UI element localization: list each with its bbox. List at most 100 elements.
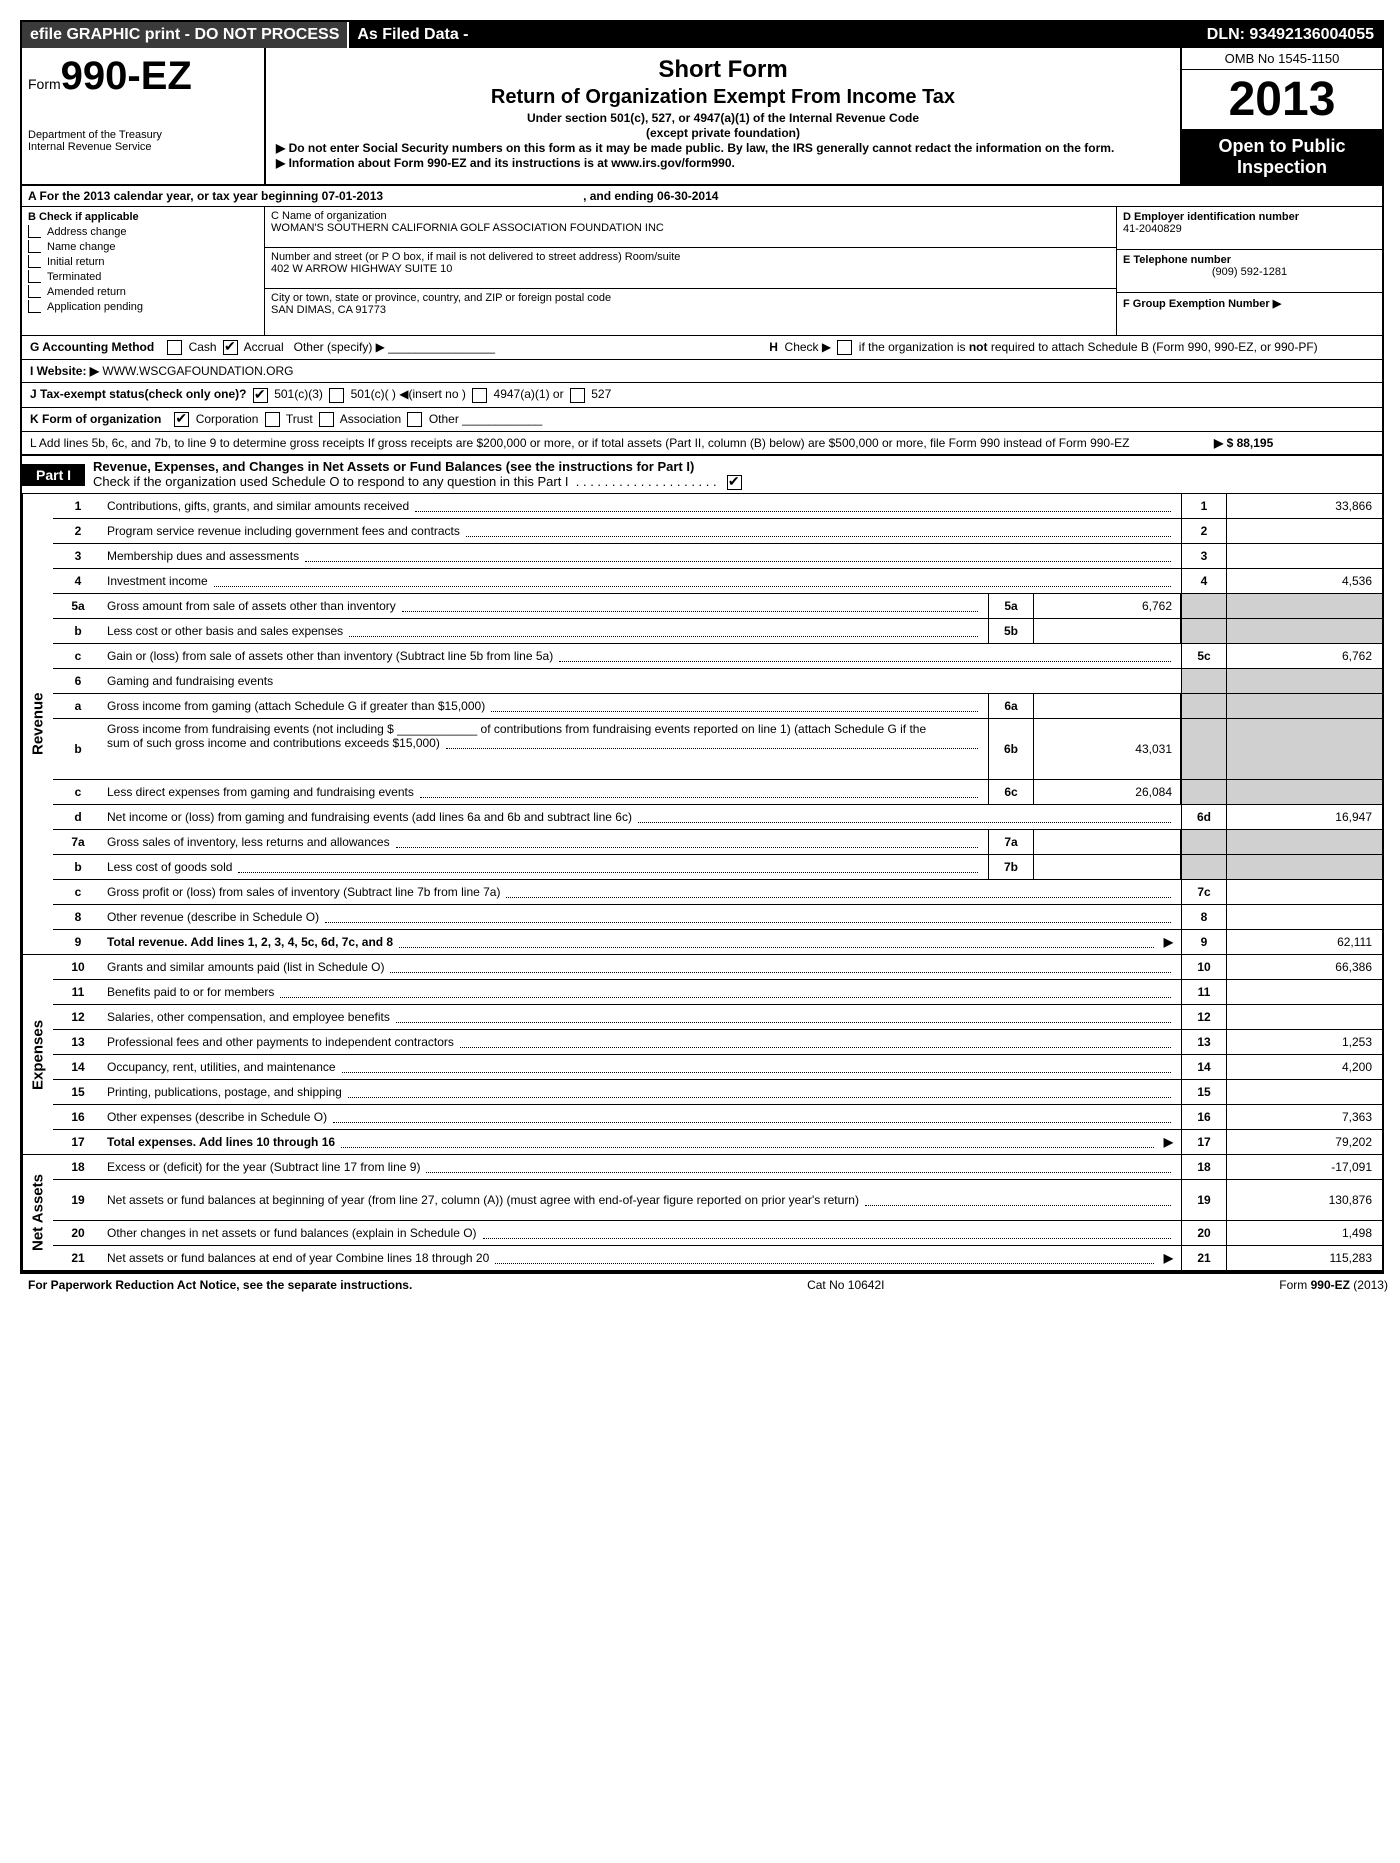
- line-6b: b Gross income from fundraising events (…: [53, 719, 1382, 780]
- line-5c: c Gain or (loss) from sale of assets oth…: [53, 644, 1382, 669]
- chk-address-change[interactable]: Address change: [28, 225, 258, 238]
- line-desc-2: sum of such gross income and contributio…: [107, 736, 440, 750]
- chk-assoc[interactable]: [319, 412, 334, 427]
- chk-trust[interactable]: [265, 412, 280, 427]
- org-addr-label: Number and street (or P O box, if mail i…: [271, 251, 1110, 263]
- chk-527[interactable]: [570, 388, 585, 403]
- end-val: [1226, 519, 1382, 543]
- col-c: C Name of organization WOMAN'S SOUTHERN …: [265, 207, 1116, 335]
- chk-initial-return[interactable]: Initial return: [28, 255, 258, 268]
- end-val-grey: [1226, 669, 1382, 693]
- line-text: Occupancy, rent, utilities, and maintena…: [103, 1055, 1181, 1079]
- line-num: 19: [53, 1180, 103, 1220]
- chk-501c3[interactable]: [253, 388, 268, 403]
- dots: [238, 862, 978, 873]
- line-desc: Excess or (deficit) for the year (Subtra…: [107, 1160, 420, 1174]
- line-num: c: [53, 880, 103, 904]
- dots: [460, 1037, 1171, 1048]
- mid-num: 6b: [988, 719, 1034, 779]
- line-text: Total expenses. Add lines 10 through 16▶: [103, 1130, 1181, 1154]
- dots: [559, 651, 1171, 662]
- chk-app-pending[interactable]: Application pending: [28, 300, 258, 313]
- chk-amended[interactable]: Amended return: [28, 285, 258, 298]
- line-text: Benefits paid to or for members: [103, 980, 1181, 1004]
- line-desc: Investment income: [107, 574, 208, 588]
- line-text: Salaries, other compensation, and employ…: [103, 1005, 1181, 1029]
- part1-title-text: Revenue, Expenses, and Changes in Net As…: [93, 459, 694, 474]
- line-num: 16: [53, 1105, 103, 1129]
- org-city-label: City or town, state or province, country…: [271, 292, 1110, 304]
- chk-name-change[interactable]: Name change: [28, 240, 258, 253]
- end-val: 1,498: [1226, 1221, 1382, 1245]
- group-exempt-row: F Group Exemption Number ▶: [1117, 293, 1382, 335]
- chk-schedule-b[interactable]: [837, 340, 852, 355]
- line-desc: Gross sales of inventory, less returns a…: [107, 835, 390, 849]
- line-15: 15 Printing, publications, postage, and …: [53, 1080, 1382, 1105]
- line-text: Investment income: [103, 569, 1181, 593]
- line-text: Other changes in net assets or fund bala…: [103, 1221, 1181, 1245]
- chk-terminated[interactable]: Terminated: [28, 270, 258, 283]
- line-3: 3 Membership dues and assessments 3: [53, 544, 1382, 569]
- chk-other[interactable]: [407, 412, 422, 427]
- dots: [341, 1137, 1154, 1148]
- dots: [466, 526, 1171, 537]
- g-other-label: Other (specify) ▶: [294, 340, 385, 354]
- mid-num: 7a: [988, 830, 1034, 854]
- title-short-form: Short Form: [276, 56, 1170, 84]
- line-18: 18 Excess or (deficit) for the year (Sub…: [53, 1155, 1382, 1180]
- dept-irs: Internal Revenue Service: [28, 141, 258, 153]
- line-num: 6: [53, 669, 103, 693]
- line-text: Net income or (loss) from gaming and fun…: [103, 805, 1181, 829]
- irs-link[interactable]: www.irs.gov/form990: [611, 156, 731, 170]
- line-l: L Add lines 5b, 6c, and 7b, to line 9 to…: [22, 432, 1382, 456]
- line-desc: Salaries, other compensation, and employ…: [107, 1010, 390, 1024]
- subtitle-except: (except private foundation): [276, 126, 1170, 140]
- chk-corp[interactable]: [174, 412, 189, 427]
- chk-cash[interactable]: [167, 340, 182, 355]
- line-6: 6 Gaming and fundraising events: [53, 669, 1382, 694]
- dots: [483, 1228, 1171, 1239]
- line-16: 16 Other expenses (describe in Schedule …: [53, 1105, 1382, 1130]
- line-desc: Other changes in net assets or fund bala…: [107, 1226, 477, 1240]
- chk-501c[interactable]: [329, 388, 344, 403]
- line-num: 4: [53, 569, 103, 593]
- line-desc: Benefits paid to or for members: [107, 985, 274, 999]
- k-other: Other: [429, 412, 459, 426]
- end-val: 4,536: [1226, 569, 1382, 593]
- end-num: 7c: [1181, 880, 1226, 904]
- line-desc: Net assets or fund balances at beginning…: [107, 1193, 859, 1207]
- line-21: 21 Net assets or fund balances at end of…: [53, 1246, 1382, 1270]
- arrow-icon: ▶: [1164, 1135, 1173, 1149]
- j-label: J Tax-exempt status(check only one)?: [30, 387, 247, 401]
- end-num: 20: [1181, 1221, 1226, 1245]
- end-num: 10: [1181, 955, 1226, 979]
- net-assets-side-label: Net Assets: [22, 1155, 53, 1270]
- group-exempt-label: F Group Exemption Number ▶: [1123, 297, 1376, 310]
- end-val: 115,283: [1226, 1246, 1382, 1270]
- line-7b: b Less cost of goods sold 7b: [53, 855, 1382, 880]
- net-assets-block: Net Assets 18 Excess or (deficit) for th…: [22, 1155, 1382, 1272]
- dots: [349, 626, 978, 637]
- subtitle-info: ▶ Information about Form 990-EZ and its …: [276, 156, 1170, 170]
- end-num-grey: [1181, 594, 1226, 618]
- line-desc: Gross amount from sale of assets other t…: [107, 599, 396, 613]
- chk-schedule-o[interactable]: [727, 475, 742, 490]
- website-link[interactable]: WWW.WSCGAFOUNDATION.ORG: [102, 364, 293, 378]
- tel-label: E Telephone number: [1123, 254, 1376, 266]
- end-num: 17: [1181, 1130, 1226, 1154]
- dots: [396, 837, 978, 848]
- line-num: b: [53, 719, 103, 779]
- section-bcd: B Check if applicable Address change Nam…: [22, 207, 1382, 336]
- checkbox-icon: [28, 300, 41, 313]
- line-num: 17: [53, 1130, 103, 1154]
- chk-accrual[interactable]: [223, 340, 238, 355]
- line-num: 2: [53, 519, 103, 543]
- top-bar: efile GRAPHIC print - DO NOT PROCESS As …: [22, 22, 1382, 48]
- line-text: Less cost of goods sold: [103, 855, 988, 879]
- tel-row: E Telephone number (909) 592-1281: [1117, 250, 1382, 293]
- dots: [333, 1112, 1171, 1123]
- chk-4947[interactable]: [472, 388, 487, 403]
- end-num: 9: [1181, 930, 1226, 954]
- revenue-lines: 1 Contributions, gifts, grants, and simi…: [53, 494, 1382, 954]
- end-val-grey: [1226, 830, 1382, 854]
